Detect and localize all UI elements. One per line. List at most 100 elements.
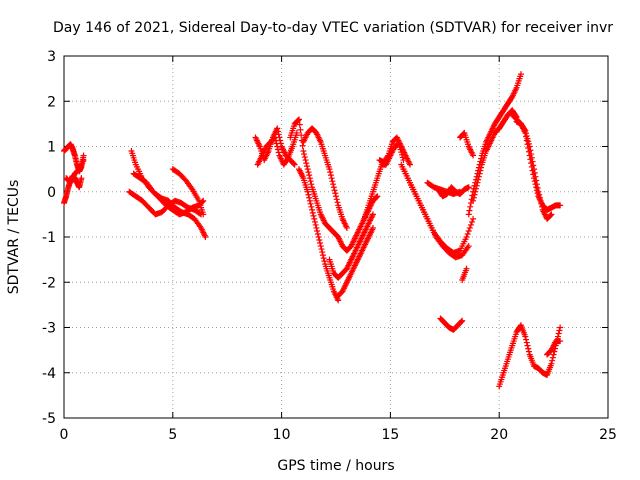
data-point bbox=[538, 203, 545, 210]
data-point bbox=[525, 138, 532, 145]
data-point bbox=[526, 143, 533, 150]
y-tick-label: 2 bbox=[47, 94, 56, 110]
data-point bbox=[317, 243, 324, 250]
data-point bbox=[317, 240, 324, 247]
data-point bbox=[528, 151, 535, 158]
x-tick-label: 10 bbox=[273, 427, 291, 443]
series-arc-14 bbox=[335, 224, 376, 299]
data-point bbox=[302, 157, 309, 164]
data-point bbox=[521, 126, 528, 133]
data-point bbox=[290, 160, 297, 167]
data-point bbox=[547, 212, 554, 219]
data-point bbox=[472, 185, 479, 192]
data-point bbox=[465, 211, 472, 218]
data-point bbox=[306, 194, 313, 201]
series-arc-11 bbox=[300, 125, 350, 231]
data-point bbox=[328, 175, 335, 182]
data-point bbox=[536, 194, 543, 201]
data-point bbox=[299, 142, 306, 149]
data-point bbox=[275, 149, 282, 156]
data-point bbox=[272, 134, 279, 141]
x-tick-label: 0 bbox=[60, 427, 69, 443]
x-tick-label: 5 bbox=[168, 427, 177, 443]
data-point bbox=[310, 212, 317, 219]
series-arc-15 bbox=[361, 141, 407, 222]
series-arc-7 bbox=[169, 166, 207, 218]
data-point bbox=[523, 130, 530, 137]
data-point bbox=[78, 175, 85, 182]
x-tick-label: 20 bbox=[490, 427, 508, 443]
y-tick-label: 3 bbox=[47, 49, 56, 65]
data-point bbox=[306, 197, 313, 204]
data-point bbox=[319, 249, 326, 256]
data-point bbox=[525, 140, 532, 147]
data-point bbox=[470, 197, 477, 204]
data-point bbox=[463, 265, 470, 272]
series-arc-12 bbox=[296, 166, 342, 304]
data-point bbox=[531, 166, 538, 173]
data-point bbox=[308, 181, 315, 188]
data-point bbox=[536, 191, 543, 198]
series-arc-16 bbox=[376, 134, 413, 168]
y-axis-label: SDTVAR / TECUs bbox=[6, 180, 22, 295]
data-point bbox=[306, 172, 313, 179]
data-point bbox=[275, 131, 282, 138]
data-point bbox=[470, 152, 477, 159]
data-point bbox=[312, 221, 319, 228]
data-point bbox=[472, 188, 479, 195]
data-point bbox=[465, 227, 472, 234]
data-point bbox=[305, 169, 312, 176]
y-tick-label: -5 bbox=[42, 411, 56, 427]
data-point bbox=[332, 190, 339, 197]
data-point bbox=[533, 177, 540, 184]
x-tick-label: 15 bbox=[381, 427, 399, 443]
data-point bbox=[525, 345, 532, 352]
data-point bbox=[326, 166, 333, 173]
data-point bbox=[473, 182, 480, 189]
data-point bbox=[537, 197, 544, 204]
y-tick-label: -1 bbox=[42, 230, 56, 246]
data-point bbox=[557, 324, 564, 331]
series-arc-3 bbox=[63, 157, 87, 186]
data-point bbox=[533, 181, 540, 188]
x-tick-label: 25 bbox=[599, 427, 617, 443]
data-point bbox=[522, 127, 529, 134]
data-point bbox=[291, 161, 298, 168]
data-point bbox=[303, 160, 310, 167]
data-point bbox=[327, 169, 334, 176]
data-point bbox=[293, 129, 300, 136]
data-point bbox=[80, 157, 87, 164]
data-point bbox=[297, 126, 304, 133]
data-point bbox=[466, 224, 473, 231]
data-point bbox=[202, 234, 209, 240]
data-point bbox=[556, 327, 563, 334]
data-point bbox=[284, 155, 291, 162]
data-point bbox=[532, 173, 539, 180]
data-point bbox=[330, 181, 337, 188]
data-point bbox=[301, 154, 308, 161]
data-point bbox=[529, 158, 536, 165]
data-point bbox=[471, 191, 478, 198]
data-point bbox=[315, 234, 322, 240]
data-point bbox=[384, 153, 391, 160]
data-point bbox=[296, 116, 303, 123]
series-arc-23 bbox=[465, 71, 524, 218]
data-point bbox=[459, 317, 466, 324]
data-point bbox=[306, 175, 313, 182]
data-point bbox=[274, 125, 281, 132]
data-point bbox=[463, 234, 470, 240]
series-arc-26 bbox=[513, 118, 555, 222]
series-arc-29 bbox=[544, 338, 564, 358]
data-point bbox=[314, 227, 321, 234]
data-point bbox=[314, 230, 321, 237]
data-point bbox=[316, 237, 323, 244]
data-point bbox=[522, 333, 529, 340]
data-point bbox=[343, 224, 350, 231]
data-point bbox=[327, 172, 334, 179]
data-point bbox=[464, 230, 471, 237]
series-arc-6 bbox=[130, 170, 207, 218]
data-point bbox=[555, 330, 562, 337]
series-arc-4 bbox=[128, 148, 209, 240]
data-point bbox=[475, 176, 482, 183]
